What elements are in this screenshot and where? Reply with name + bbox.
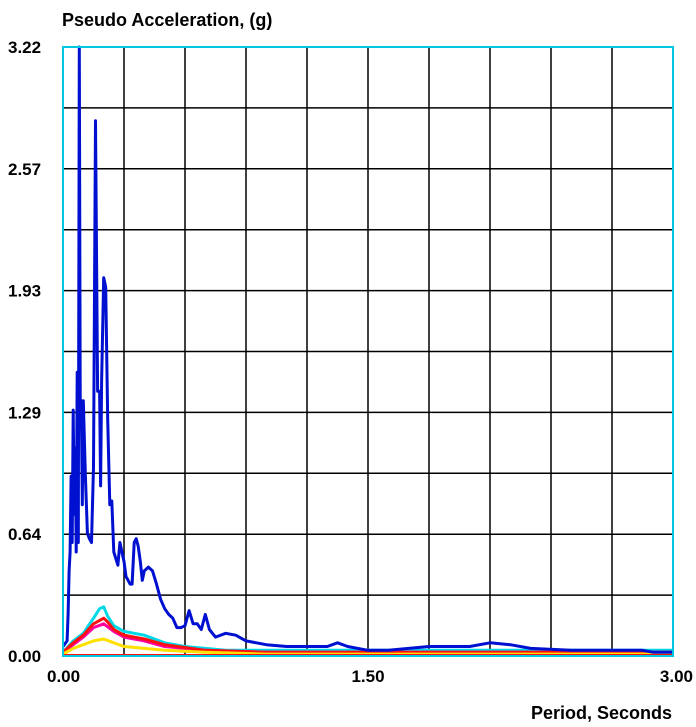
y-axis-title: Pseudo Acceleration, (g) xyxy=(62,10,272,30)
x-tick-label: 3.00 xyxy=(660,667,693,686)
y-tick-label: 0.00 xyxy=(8,647,41,666)
y-tick-labels: 0.00 0.64 1.29 1.93 2.57 3.22 xyxy=(8,38,42,666)
grid-lines xyxy=(63,47,673,656)
y-tick-label: 0.64 xyxy=(8,525,42,544)
y-tick-label: 2.57 xyxy=(8,160,41,179)
y-tick-label: 3.22 xyxy=(8,38,41,57)
x-tick-label: 0.00 xyxy=(47,667,80,686)
x-axis-title: Period, Seconds xyxy=(531,703,672,723)
x-tick-labels: 0.00 1.50 3.00 xyxy=(47,667,693,686)
series-line xyxy=(61,616,673,654)
x-tick-label: 1.50 xyxy=(351,667,384,686)
y-tick-label: 1.93 xyxy=(8,282,41,301)
series-line xyxy=(61,45,673,654)
y-tick-label: 1.29 xyxy=(8,403,41,422)
plot-frame xyxy=(62,46,674,657)
